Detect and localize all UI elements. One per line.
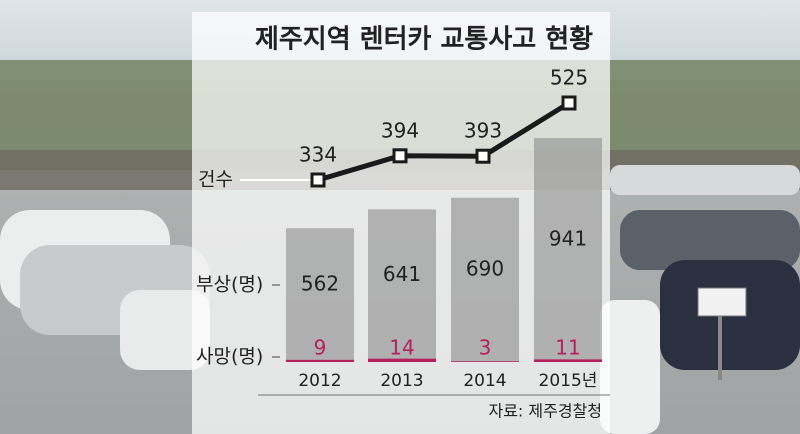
injury-label: 941 [549, 227, 587, 251]
count-label: 393 [464, 119, 502, 143]
chart-title: 제주지역 렌터카 교통사고 현황 [255, 25, 593, 55]
count-line [317, 100, 571, 183]
death-label: 11 [555, 336, 580, 360]
count-marker [310, 172, 326, 188]
death-bar [451, 361, 519, 362]
x-tick-label: 2012 [298, 371, 341, 391]
legend-label: 건수 [198, 169, 233, 191]
count-label: 394 [381, 118, 419, 142]
injury-bar [286, 228, 354, 362]
injury-label: 562 [301, 272, 339, 296]
injury-bar [534, 138, 602, 362]
legend-label: 사망(명) [196, 346, 263, 368]
death-label: 9 [314, 336, 327, 360]
death-label: 3 [479, 336, 492, 360]
count-label: 525 [550, 66, 588, 90]
count-marker [392, 148, 408, 164]
x-tick-label: 2014 [463, 371, 506, 391]
injury-label: 641 [383, 262, 421, 286]
count-marker [475, 148, 491, 164]
count-marker [561, 95, 577, 111]
source: 자료: 제주경찰청 [488, 402, 602, 421]
death-bar [368, 358, 436, 362]
injury-bar [368, 209, 436, 362]
death-bar [534, 359, 602, 362]
injury-label: 690 [466, 256, 504, 280]
x-tick-label: 2015년 [539, 371, 598, 391]
count-label: 334 [299, 143, 337, 167]
x-tick-label: 2013 [380, 371, 423, 391]
injury-bar [451, 197, 519, 362]
death-bar [286, 359, 354, 362]
death-label: 14 [389, 336, 414, 360]
legend-label: 부상(명) [196, 274, 263, 296]
